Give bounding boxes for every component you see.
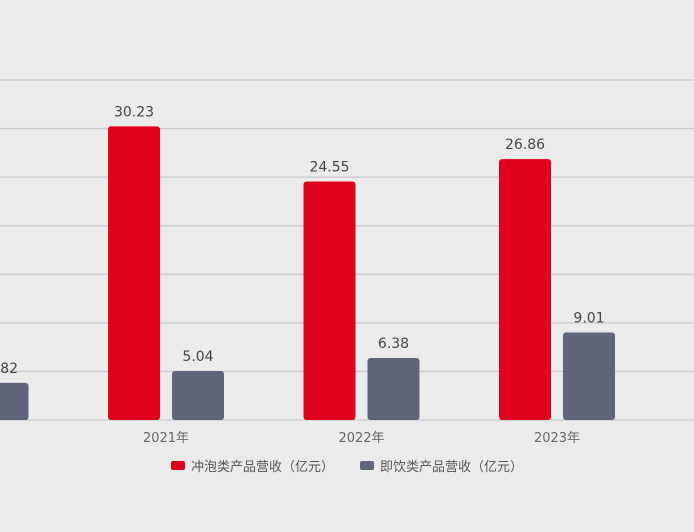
- legend-label: 即饮类产品营收（亿元）: [380, 460, 524, 475]
- data-label: 9.01: [573, 310, 604, 326]
- x-tick-label: 2022年: [338, 431, 384, 446]
- bar: [108, 126, 160, 420]
- data-label: 5.04: [182, 349, 213, 365]
- x-tick-label: 2021年: [143, 431, 189, 446]
- legend-item-ready-to-drink: 即饮类产品营收（亿元）: [360, 456, 523, 475]
- bar: [303, 181, 356, 420]
- bar-chart: 3.82 30.23 5.04 2021年 24.55 6.38 2022年 26.86 9.0…: [0, 79, 694, 446]
- data-label: 30.23: [114, 104, 154, 120]
- data-label: 3.82: [0, 361, 18, 377]
- data-label: 24.55: [309, 160, 349, 176]
- bar: [563, 332, 615, 420]
- data-label: 6.38: [378, 336, 409, 352]
- bar: [172, 371, 224, 420]
- legend-item-brewing: 冲泡类产品营收（亿元）: [170, 456, 334, 475]
- x-tick-label: 2023年: [534, 431, 580, 446]
- legend-swatch-gray: [360, 461, 374, 470]
- legend-label: 冲泡类产品营收（亿元）: [190, 460, 334, 475]
- data-label: 26.86: [505, 137, 545, 153]
- legend-swatch-red: [170, 461, 185, 470]
- legend: 冲泡类产品营收（亿元） 即饮类产品营收（亿元）: [0, 456, 694, 475]
- bar: [367, 358, 420, 420]
- bar: [0, 382, 29, 420]
- bar: [499, 159, 551, 420]
